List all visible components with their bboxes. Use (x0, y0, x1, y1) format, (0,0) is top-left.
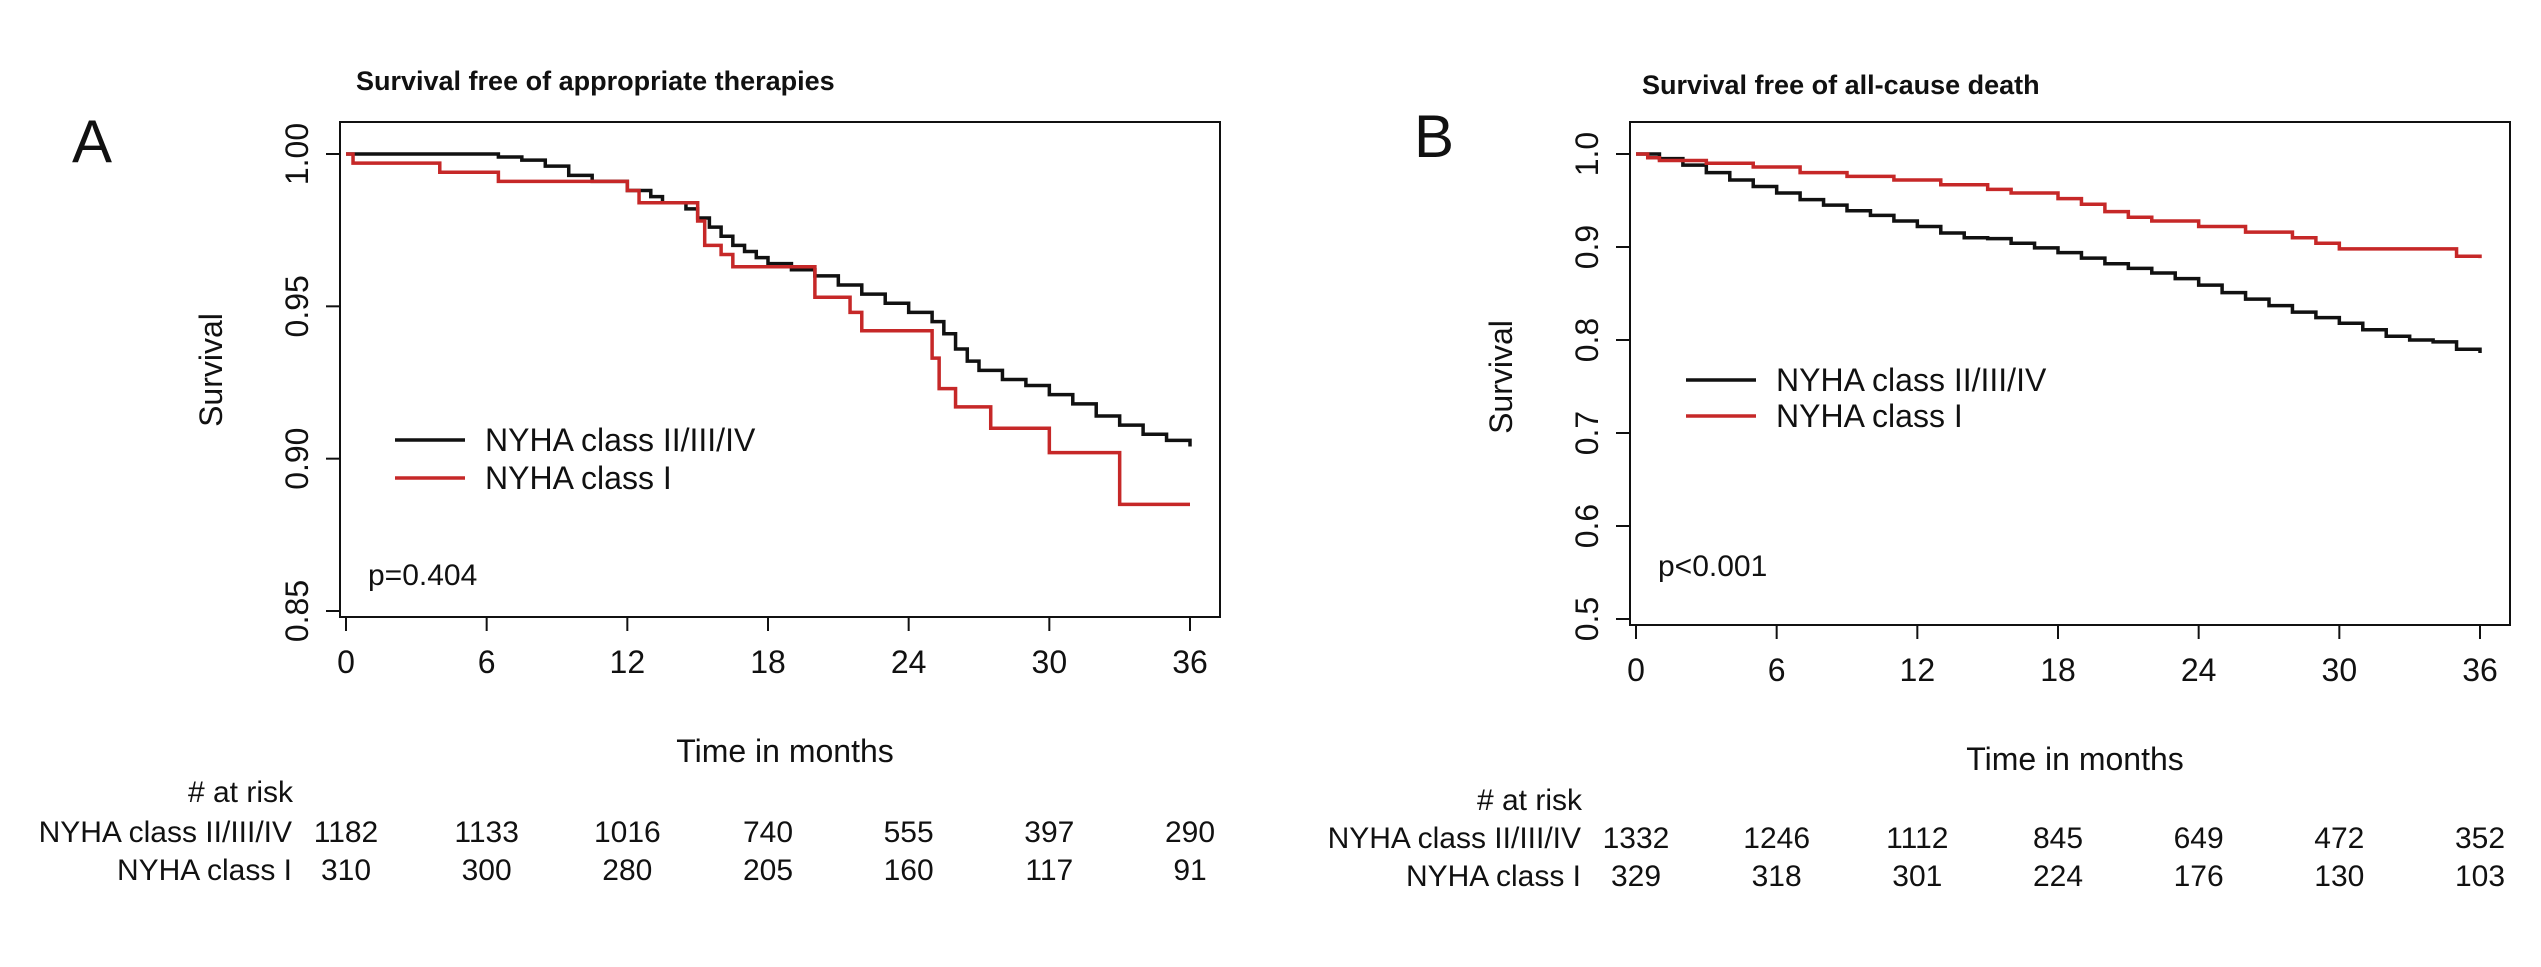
risk-value: 91 (1173, 854, 1206, 887)
risk-row-label: NYHA class I (117, 854, 292, 887)
x-tick-label: 18 (750, 644, 786, 680)
x-tick-label: 24 (2181, 652, 2217, 688)
x-tick-label: 0 (1627, 652, 1645, 688)
y-tick-label: 0.5 (1569, 597, 1605, 641)
y-tick-label: 0.9 (1569, 225, 1605, 269)
x-tick-label: 12 (610, 644, 646, 680)
x-tick-label: 30 (2322, 652, 2358, 688)
risk-table-header: # at risk (1477, 784, 1583, 817)
x-tick-label: 12 (1900, 652, 1936, 688)
risk-value: 103 (2455, 860, 2505, 893)
y-tick-label: 1.0 (1569, 132, 1605, 176)
risk-value: 845 (2033, 822, 2083, 855)
risk-value: 1246 (1743, 822, 1810, 855)
y-axis-label: Survival (1483, 320, 1519, 434)
p-value: p<0.001 (1658, 550, 1767, 583)
x-tick-label: 30 (1032, 644, 1068, 680)
chart-title: Survival free of appropriate therapies (356, 66, 835, 96)
risk-row-label: NYHA class I (1406, 860, 1581, 893)
p-value: p=0.404 (368, 559, 477, 592)
risk-value: 290 (1165, 816, 1215, 849)
risk-value: 301 (1892, 860, 1942, 893)
y-tick-label: 0.7 (1569, 411, 1605, 455)
chart-title: Survival free of all-cause death (1642, 70, 2040, 100)
risk-row-label: NYHA class II/III/IV (1328, 822, 1581, 855)
panel-letter: B (1414, 103, 1454, 170)
x-tick-label: 6 (478, 644, 496, 680)
risk-value: 555 (884, 816, 934, 849)
risk-value: 130 (2314, 860, 2364, 893)
x-tick-label: 6 (1768, 652, 1786, 688)
risk-value: 352 (2455, 822, 2505, 855)
risk-value: 176 (2174, 860, 2224, 893)
x-axis-label: Time in months (1966, 741, 2184, 777)
risk-value: 1016 (594, 816, 661, 849)
y-tick-label: 0.85 (279, 580, 315, 642)
y-tick-label: 0.8 (1569, 318, 1605, 362)
risk-value: 472 (2314, 822, 2364, 855)
risk-row-label: NYHA class II/III/IV (39, 816, 292, 849)
x-tick-label: 18 (2040, 652, 2076, 688)
y-tick-label: 0.90 (279, 428, 315, 490)
x-tick-label: 24 (891, 644, 927, 680)
legend-label: NYHA class I (485, 460, 672, 496)
x-tick-label: 36 (1172, 644, 1208, 680)
series-line-nyha-1 (346, 152, 1190, 507)
panel-b: B Survival free of all-cause death 0.5 0.6 0… (1328, 70, 2511, 893)
risk-value: 1332 (1603, 822, 1670, 855)
risk-value: 117 (1025, 854, 1073, 887)
risk-value: 310 (321, 854, 371, 887)
risk-value: 740 (743, 816, 793, 849)
panel-letter: A (72, 108, 112, 175)
y-tick-label: 0.6 (1569, 504, 1605, 548)
legend-label: NYHA class II/III/IV (485, 422, 756, 458)
series-line-nyha-1 (1636, 152, 2482, 259)
x-tick-label: 36 (2462, 652, 2498, 688)
y-tick-label: 0.95 (279, 275, 315, 337)
legend-label: NYHA class II/III/IV (1776, 362, 2047, 398)
risk-value: 329 (1611, 860, 1661, 893)
risk-value: 1182 (314, 816, 379, 849)
x-tick-label: 0 (337, 644, 355, 680)
risk-value: 397 (1024, 816, 1074, 849)
series-line-nyha-2-4 (1636, 152, 2482, 354)
y-axis-label: Survival (193, 313, 229, 427)
series-line-nyha-2-4 (346, 152, 1192, 447)
plot-frame (339, 121, 1221, 618)
risk-value: 318 (1752, 860, 1802, 893)
risk-table-header: # at risk (188, 776, 294, 809)
risk-value: 205 (743, 854, 793, 887)
risk-value: 224 (2033, 860, 2083, 893)
risk-value: 1112 (1886, 822, 1948, 855)
panel-a: A Survival free of appropriate therapies 0… (39, 66, 1221, 887)
legend-label: NYHA class I (1776, 398, 1963, 434)
risk-value: 300 (462, 854, 512, 887)
risk-value: 160 (884, 854, 934, 887)
risk-value: 1133 (454, 816, 519, 849)
y-tick-label: 1.00 (279, 123, 315, 185)
risk-value: 280 (602, 854, 652, 887)
x-axis-label: Time in months (676, 733, 894, 769)
risk-value: 649 (2174, 822, 2224, 855)
